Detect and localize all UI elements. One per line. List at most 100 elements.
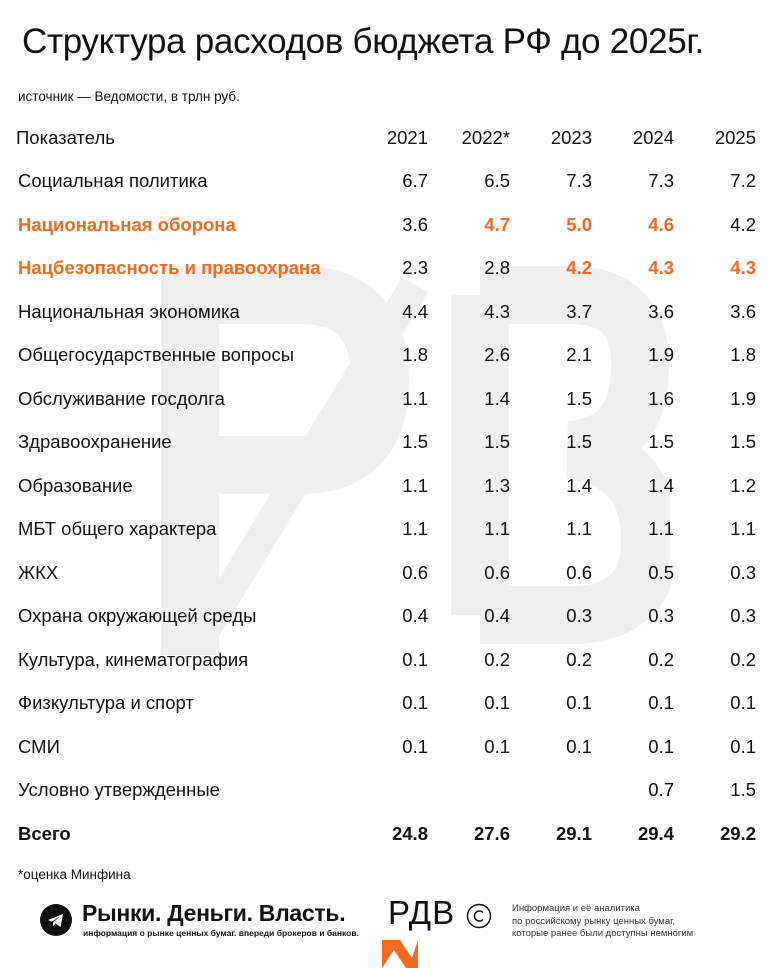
total-value-cell: 29.4 bbox=[637, 822, 674, 844]
total-value-cell: 29.2 bbox=[719, 822, 756, 844]
info-text: Информация и её аналитика по российскому… bbox=[512, 903, 693, 941]
row-label: Национальная экономика bbox=[18, 300, 240, 322]
table-row: Общегосударственные вопросы 1.8 2.6 2.1 1.9 1… bbox=[16, 334, 756, 378]
decorative-triangles bbox=[382, 940, 418, 968]
value-cell: 1.1 bbox=[566, 518, 592, 540]
value-cell: 4.3 bbox=[648, 257, 674, 279]
value-cell: 0.3 bbox=[648, 605, 674, 627]
telegram-icon[interactable] bbox=[40, 904, 72, 936]
value-cell: 1.1 bbox=[402, 474, 428, 496]
value-cell bbox=[428, 769, 510, 813]
value-cell: 7.3 bbox=[566, 170, 592, 192]
value-cell: 0.1 bbox=[484, 692, 510, 714]
value-cell: 3.6 bbox=[402, 213, 428, 235]
table-row: Социальная политика 6.7 6.5 7.3 7.3 7.2 bbox=[16, 160, 756, 204]
value-cell: 1.4 bbox=[566, 474, 592, 496]
row-label: Здравоохранение bbox=[18, 431, 172, 453]
value-cell: 6.5 bbox=[484, 170, 510, 192]
value-cell: 0.1 bbox=[730, 692, 756, 714]
value-cell: 1.1 bbox=[648, 518, 674, 540]
value-cell: 1.9 bbox=[648, 344, 674, 366]
table-row: Условно утвержденные 0.7 1.5 bbox=[16, 769, 756, 813]
value-cell: 0.4 bbox=[402, 605, 428, 627]
value-cell bbox=[346, 769, 428, 813]
total-row: Всего 24.8 27.6 29.1 29.4 29.2 bbox=[16, 812, 756, 856]
value-cell: 7.3 bbox=[648, 170, 674, 192]
value-cell: 1.6 bbox=[648, 387, 674, 409]
value-cell: 1.5 bbox=[566, 387, 592, 409]
value-cell: 1.1 bbox=[402, 387, 428, 409]
value-cell: 1.5 bbox=[484, 431, 510, 453]
value-cell: 4.3 bbox=[484, 300, 510, 322]
value-cell: 0.2 bbox=[648, 648, 674, 670]
budget-table: Показатель 2021 2022* 2023 2024 2025 Социальн… bbox=[16, 116, 756, 856]
value-cell: 0.1 bbox=[566, 735, 592, 757]
row-label: Условно утвержденные bbox=[18, 779, 220, 801]
value-cell: 0.2 bbox=[730, 648, 756, 670]
value-cell: 4.2 bbox=[730, 213, 756, 235]
table-row: Обслуживание госдолга 1.1 1.4 1.5 1.6 1.9 bbox=[16, 377, 756, 421]
info-line: по российскому рынку ценных бумаг, bbox=[512, 915, 676, 927]
row-label: Нацбезопасность и правоохрана bbox=[18, 257, 321, 279]
column-header-year: 2024 bbox=[632, 126, 674, 148]
row-label: Физкультура и спорт bbox=[18, 692, 194, 714]
row-label: Социальная политика bbox=[18, 170, 208, 192]
value-cell: 1.2 bbox=[730, 474, 756, 496]
table-row: Нацбезопасность и правоохрана 2.3 2.8 4.2 4.… bbox=[16, 247, 756, 291]
footnote: *оценка Минфина bbox=[18, 867, 131, 882]
table-row: Национальная экономика 4.4 4.3 3.7 3.6 3.6 bbox=[16, 290, 756, 334]
row-label: Национальная оборона bbox=[18, 213, 236, 235]
row-label: МБТ общего характера bbox=[18, 518, 217, 540]
table-row: ЖКХ 0.6 0.6 0.6 0.5 0.3 bbox=[16, 551, 756, 595]
copyright-icon bbox=[466, 903, 492, 929]
value-cell: 4.3 bbox=[730, 257, 756, 279]
column-header-year: 2021 bbox=[386, 126, 428, 148]
value-cell: 6.7 bbox=[402, 170, 428, 192]
value-cell: 0.2 bbox=[566, 648, 592, 670]
row-label: ЖКХ bbox=[18, 561, 59, 583]
value-cell: 5.0 bbox=[566, 213, 592, 235]
row-label: Охрана окружающей среды bbox=[18, 605, 257, 627]
column-header-year: 2022* bbox=[461, 126, 510, 148]
value-cell: 4.6 bbox=[648, 213, 674, 235]
value-cell bbox=[510, 769, 592, 813]
row-label: Культура, кинематография bbox=[18, 648, 249, 670]
value-cell: 3.6 bbox=[730, 300, 756, 322]
table-row: СМИ 0.1 0.1 0.1 0.1 0.1 bbox=[16, 725, 756, 769]
value-cell: 1.8 bbox=[730, 344, 756, 366]
value-cell: 3.7 bbox=[566, 300, 592, 322]
value-cell: 2.6 bbox=[484, 344, 510, 366]
value-cell: 1.3 bbox=[484, 474, 510, 496]
total-value-cell: 29.1 bbox=[555, 822, 592, 844]
value-cell: 0.2 bbox=[484, 648, 510, 670]
source-note: источник — Ведомости, в трлн руб. bbox=[18, 89, 240, 104]
value-cell: 3.6 bbox=[648, 300, 674, 322]
value-cell: 0.3 bbox=[566, 605, 592, 627]
value-cell: 1.5 bbox=[648, 431, 674, 453]
value-cell: 0.6 bbox=[402, 561, 428, 583]
info-line: Информация и её аналитика bbox=[512, 903, 640, 914]
table-row: Национальная оборона 3.6 4.7 5.0 4.6 4.2 bbox=[16, 203, 756, 247]
table-row: Культура, кинематография 0.1 0.2 0.2 0.2 0.2 bbox=[16, 638, 756, 682]
brand-name: Рынки. Деньги. Власть. bbox=[82, 900, 346, 926]
value-cell: 4.2 bbox=[566, 257, 592, 279]
value-cell: 0.1 bbox=[648, 692, 674, 714]
total-value-cell: 27.6 bbox=[473, 822, 510, 844]
value-cell: 0.1 bbox=[648, 735, 674, 757]
value-cell: 0.1 bbox=[484, 735, 510, 757]
value-cell: 1.5 bbox=[730, 779, 756, 801]
value-cell: 1.1 bbox=[484, 518, 510, 540]
value-cell: 0.7 bbox=[648, 779, 674, 801]
row-label: СМИ bbox=[18, 735, 60, 757]
value-cell: 1.8 bbox=[402, 344, 428, 366]
value-cell: 4.4 bbox=[402, 300, 428, 322]
table-row: Охрана окружающей среды 0.4 0.4 0.3 0.3 0.3 bbox=[16, 595, 756, 639]
value-cell: 1.5 bbox=[566, 431, 592, 453]
footer: Рынки. Деньги. Власть. информация о рынк… bbox=[0, 890, 768, 968]
table-row: Образование 1.1 1.3 1.4 1.4 1.2 bbox=[16, 464, 756, 508]
value-cell: 0.5 bbox=[648, 561, 674, 583]
value-cell: 1.4 bbox=[484, 387, 510, 409]
value-cell: 0.3 bbox=[730, 561, 756, 583]
table-row: Физкультура и спорт 0.1 0.1 0.1 0.1 0.1 bbox=[16, 682, 756, 726]
row-label: Обслуживание госдолга bbox=[18, 387, 225, 409]
